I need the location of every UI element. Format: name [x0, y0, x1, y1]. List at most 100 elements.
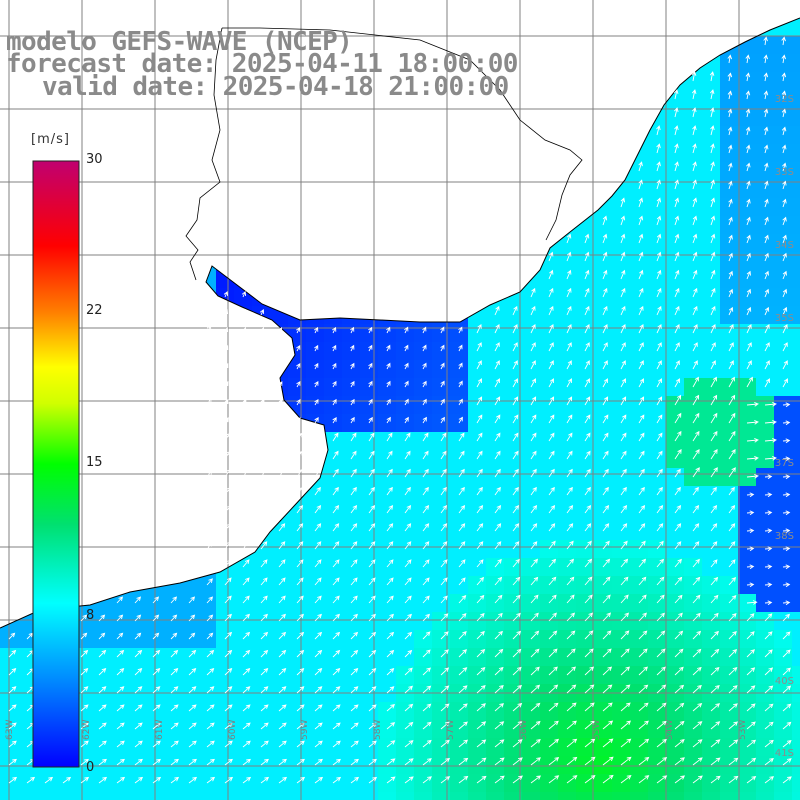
- wind-arrow: [494, 757, 505, 766]
- wind-arrow: [692, 323, 698, 334]
- wind-arrow: [674, 143, 679, 154]
- wind-arrow: [206, 415, 212, 424]
- wind-arrow: [260, 758, 269, 766]
- wind-arrow: [512, 378, 518, 388]
- wind-arrow: [404, 486, 411, 496]
- wind-arrow: [134, 704, 143, 712]
- wind-arrow: [746, 216, 751, 226]
- wind-arrow: [296, 326, 301, 334]
- wind-arrow: [763, 72, 769, 82]
- wind-arrow: [242, 577, 250, 586]
- wind-arrow: [782, 306, 788, 316]
- wind-arrow: [710, 394, 718, 406]
- wind-arrow: [296, 776, 306, 784]
- wind-arrow: [764, 342, 770, 352]
- wind-arrow: [314, 362, 319, 370]
- wind-arrow: [620, 432, 627, 442]
- wind-arrow: [476, 685, 486, 694]
- wind-arrow: [422, 758, 432, 766]
- wind-cell: [792, 18, 800, 36]
- wind-arrow: [404, 541, 412, 550]
- wind-arrow: [386, 416, 391, 424]
- wind-arrow: [458, 757, 469, 766]
- wind-arrow: [152, 758, 161, 766]
- wind-arrow: [170, 740, 179, 748]
- wind-arrow: [566, 504, 574, 514]
- wind-arrow: [296, 432, 303, 442]
- wind-arrow: [548, 540, 556, 550]
- wind-arrow: [782, 198, 787, 208]
- wind-arrow: [782, 721, 792, 730]
- wind-cell: [792, 108, 800, 126]
- wind-arrow: [602, 486, 609, 496]
- wind-arrow: [746, 234, 751, 244]
- wind-arrow: [458, 559, 466, 568]
- wind-arrow: [746, 492, 755, 498]
- wind-arrow: [602, 305, 608, 316]
- wind-arrow: [512, 739, 523, 748]
- wind-arrow: [224, 704, 233, 712]
- wind-arrow: [242, 722, 251, 730]
- wind-cell: [792, 198, 800, 216]
- wind-arrow: [656, 143, 661, 154]
- wind-arrow: [332, 559, 340, 568]
- wind-arrow: [224, 577, 232, 586]
- wind-arrow: [674, 378, 680, 388]
- wind-arrow: [763, 144, 769, 154]
- wind-arrow: [260, 417, 265, 424]
- wind-arrow: [224, 559, 232, 568]
- colorbar-tick: 30: [86, 152, 103, 167]
- wind-arrow: [746, 757, 757, 766]
- wind-arrow: [674, 702, 685, 712]
- wind-arrow: [278, 758, 287, 766]
- wind-cell: [756, 792, 774, 800]
- wind-arrow: [332, 468, 339, 478]
- wind-arrow: [350, 613, 358, 622]
- wind-arrow: [260, 468, 267, 478]
- wind-arrow: [638, 396, 645, 406]
- wind-arrow: [620, 702, 631, 712]
- wind-arrow: [638, 305, 644, 316]
- wind-arrow: [98, 740, 107, 748]
- wind-arrow: [440, 450, 447, 460]
- wind-arrow: [422, 649, 431, 658]
- wind-cell: [792, 342, 800, 360]
- wind-arrow: [620, 197, 626, 208]
- wind-arrow: [332, 631, 341, 640]
- wind-arrow: [260, 722, 269, 730]
- wind-arrow: [296, 486, 303, 496]
- wind-cell: [792, 414, 800, 432]
- wind-arrow: [350, 468, 357, 478]
- wind-arrow: [80, 740, 89, 748]
- wind-arrow: [188, 776, 198, 784]
- wind-arrow: [368, 486, 375, 496]
- wind-arrow: [512, 684, 522, 694]
- wind-arrow: [566, 702, 577, 712]
- wind-cell: [792, 504, 800, 522]
- wind-arrow: [368, 668, 377, 676]
- wind-arrow: [404, 667, 413, 676]
- wind-arrow: [548, 757, 560, 766]
- wind-arrow: [386, 344, 391, 352]
- wind-arrow: [530, 414, 537, 424]
- wind-arrow: [224, 613, 232, 622]
- wind-arrow: [206, 668, 215, 676]
- wind-arrow: [512, 648, 522, 658]
- wind-arrow: [764, 510, 773, 516]
- wind-cell: [792, 90, 800, 108]
- wind-arrow: [782, 703, 792, 712]
- wind-arrow: [386, 686, 395, 694]
- wind-cell: [792, 270, 800, 288]
- wind-arrow: [314, 704, 323, 712]
- wind-arrow: [763, 36, 768, 46]
- wind-arrow: [206, 704, 215, 712]
- wind-arrow: [512, 558, 520, 568]
- wind-cell: [522, 792, 540, 800]
- wind-arrow: [476, 323, 482, 334]
- wind-arrow: [512, 720, 523, 730]
- wind-arrow: [746, 703, 756, 712]
- wind-arrow: [530, 684, 541, 694]
- wind-arrow: [746, 685, 756, 694]
- wind-arrow: [530, 739, 541, 748]
- wind-arrow: [620, 775, 632, 784]
